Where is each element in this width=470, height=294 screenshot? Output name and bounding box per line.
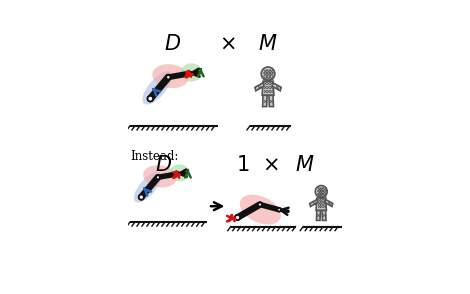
- Ellipse shape: [143, 165, 177, 187]
- Circle shape: [166, 75, 171, 79]
- Ellipse shape: [152, 64, 188, 88]
- Text: $D$: $D$: [156, 156, 172, 176]
- Text: $1$: $1$: [236, 156, 250, 176]
- Polygon shape: [262, 81, 274, 95]
- Text: $\times$: $\times$: [219, 35, 235, 54]
- Polygon shape: [269, 95, 274, 107]
- Text: $\times$: $\times$: [262, 156, 279, 175]
- Circle shape: [176, 172, 180, 176]
- Ellipse shape: [134, 172, 161, 203]
- Polygon shape: [316, 198, 327, 211]
- Text: $M$: $M$: [258, 34, 278, 54]
- Polygon shape: [272, 83, 281, 91]
- Ellipse shape: [181, 63, 203, 81]
- Ellipse shape: [142, 71, 172, 105]
- Text: Instead:: Instead:: [130, 150, 178, 163]
- Ellipse shape: [170, 164, 189, 181]
- Circle shape: [188, 71, 191, 76]
- Circle shape: [139, 195, 144, 200]
- Circle shape: [156, 175, 160, 179]
- Polygon shape: [325, 200, 333, 206]
- Ellipse shape: [240, 195, 281, 225]
- Polygon shape: [255, 83, 264, 91]
- Text: $D$: $D$: [164, 34, 181, 54]
- Text: $M$: $M$: [295, 156, 314, 176]
- Circle shape: [315, 186, 327, 198]
- Polygon shape: [316, 211, 321, 220]
- Circle shape: [261, 67, 275, 81]
- Circle shape: [235, 215, 240, 220]
- Polygon shape: [322, 211, 326, 220]
- Circle shape: [277, 208, 281, 211]
- Polygon shape: [263, 95, 267, 107]
- Circle shape: [258, 203, 262, 207]
- Circle shape: [148, 96, 153, 101]
- Polygon shape: [310, 200, 318, 206]
